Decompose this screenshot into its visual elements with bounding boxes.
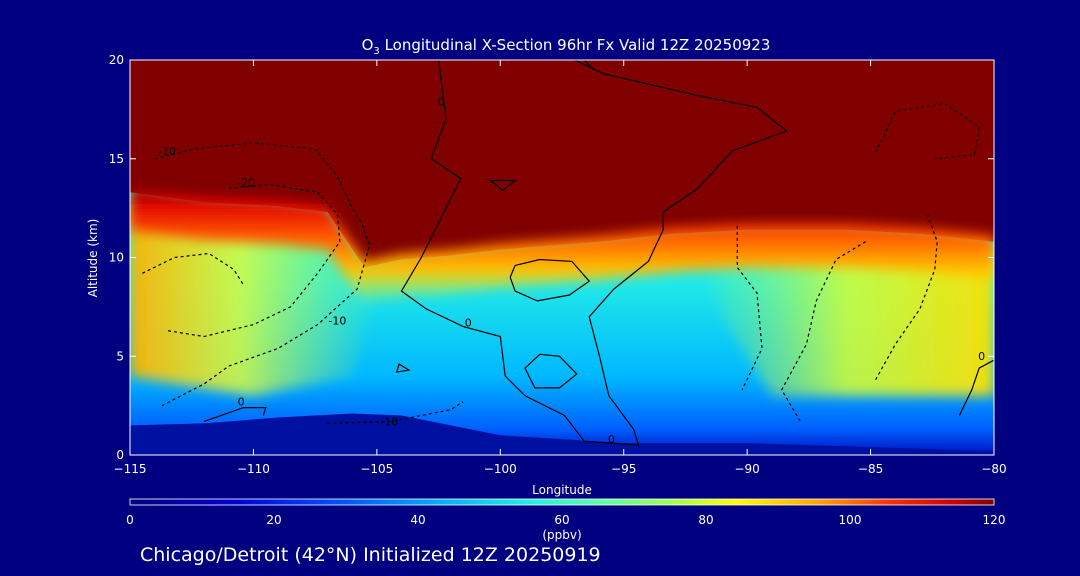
x-axis-label: Longitude: [532, 483, 592, 497]
contour-neg20-west: [166, 183, 341, 338]
y-tick-label: 10: [109, 251, 124, 265]
footer-initialization-text: Chicago/Detroit (42°N) Initialized 12Z 2…: [140, 544, 601, 566]
east-high-ozone-region: [697, 241, 994, 396]
contour-zero-east: [958, 359, 994, 416]
chart-title: O3 Longitudinal X-Section 96hr Fx Valid …: [362, 36, 771, 57]
contour-label: -10: [158, 145, 176, 158]
plot-area: -10 -20 0 -10 0 0 -10 0 0: [130, 60, 994, 455]
contour-small-triangle: [488, 179, 517, 192]
colorbar-tick-label: 100: [839, 513, 862, 527]
contour-zero-west-surface: [203, 407, 267, 422]
x-tick-label: −110: [237, 462, 270, 476]
contour-label: 0: [465, 317, 472, 330]
contour-label: 0: [978, 350, 985, 363]
colorbar: [129, 498, 995, 506]
contour-neg-east-upper: [874, 102, 980, 160]
contour-label: -10: [328, 315, 346, 328]
contour-neg-east-far: [874, 213, 938, 381]
colorbar-tick-label: 60: [554, 513, 569, 527]
colorbar-tick-label: 40: [410, 513, 425, 527]
x-tick-label: −85: [858, 462, 883, 476]
x-tick-label: −90: [734, 462, 759, 476]
colorbar-unit-label: (ppbv): [542, 528, 581, 542]
contour-neg10-west: [154, 142, 371, 407]
contour-zero-upper-central: [583, 60, 595, 71]
contour-neg-east-mid: [736, 225, 763, 391]
contour-small-closed: [395, 363, 411, 373]
west-high-ozone-region: [130, 200, 377, 396]
colorbar-tick-label: 20: [266, 513, 281, 527]
colorbar-tick-label: 0: [126, 513, 134, 527]
y-axis-label: Altitude (km): [86, 219, 100, 298]
contour-label: 0: [608, 433, 615, 446]
y-tick-label: 15: [109, 152, 124, 166]
colorbar-tick-label: 80: [698, 513, 713, 527]
surface-terrain-fill: [130, 413, 994, 455]
contour-neg10-surface: [327, 401, 464, 424]
x-tick-label: −115: [114, 462, 147, 476]
x-tick-label: −95: [611, 462, 636, 476]
contour-neg-east-lower: [781, 241, 866, 424]
contour-zero-cell-upper: [509, 258, 591, 302]
x-tick-label: −105: [360, 462, 393, 476]
x-tick-label: −80: [981, 462, 1006, 476]
contour-zero-central-west: [400, 60, 788, 446]
ozone-change-contours: [142, 60, 994, 446]
x-axis: −115 −110 −105 −100 −95 −90 −85 −80: [114, 60, 1007, 476]
contour-label: 0: [238, 396, 245, 409]
y-tick-label: 20: [109, 53, 124, 67]
y-axis: 0 5 10 15 20: [109, 53, 994, 462]
colorbar-ticks: 0 20 40 60 80 100 120: [126, 513, 1005, 527]
contour-label: 0: [438, 95, 445, 108]
y-tick-label: 0: [116, 448, 124, 462]
contour-labels: -10 -20 0 -10 0 0 -10 0 0: [158, 95, 985, 446]
contour-zero-cell-lower: [524, 353, 578, 389]
x-tick-label: −100: [484, 462, 517, 476]
contour-label: -20: [237, 176, 255, 189]
colorbar-tick-label: 120: [983, 513, 1006, 527]
y-tick-label: 5: [116, 349, 124, 363]
tropopause-gradient-band: [130, 186, 994, 306]
contour-label: -10: [380, 415, 398, 428]
